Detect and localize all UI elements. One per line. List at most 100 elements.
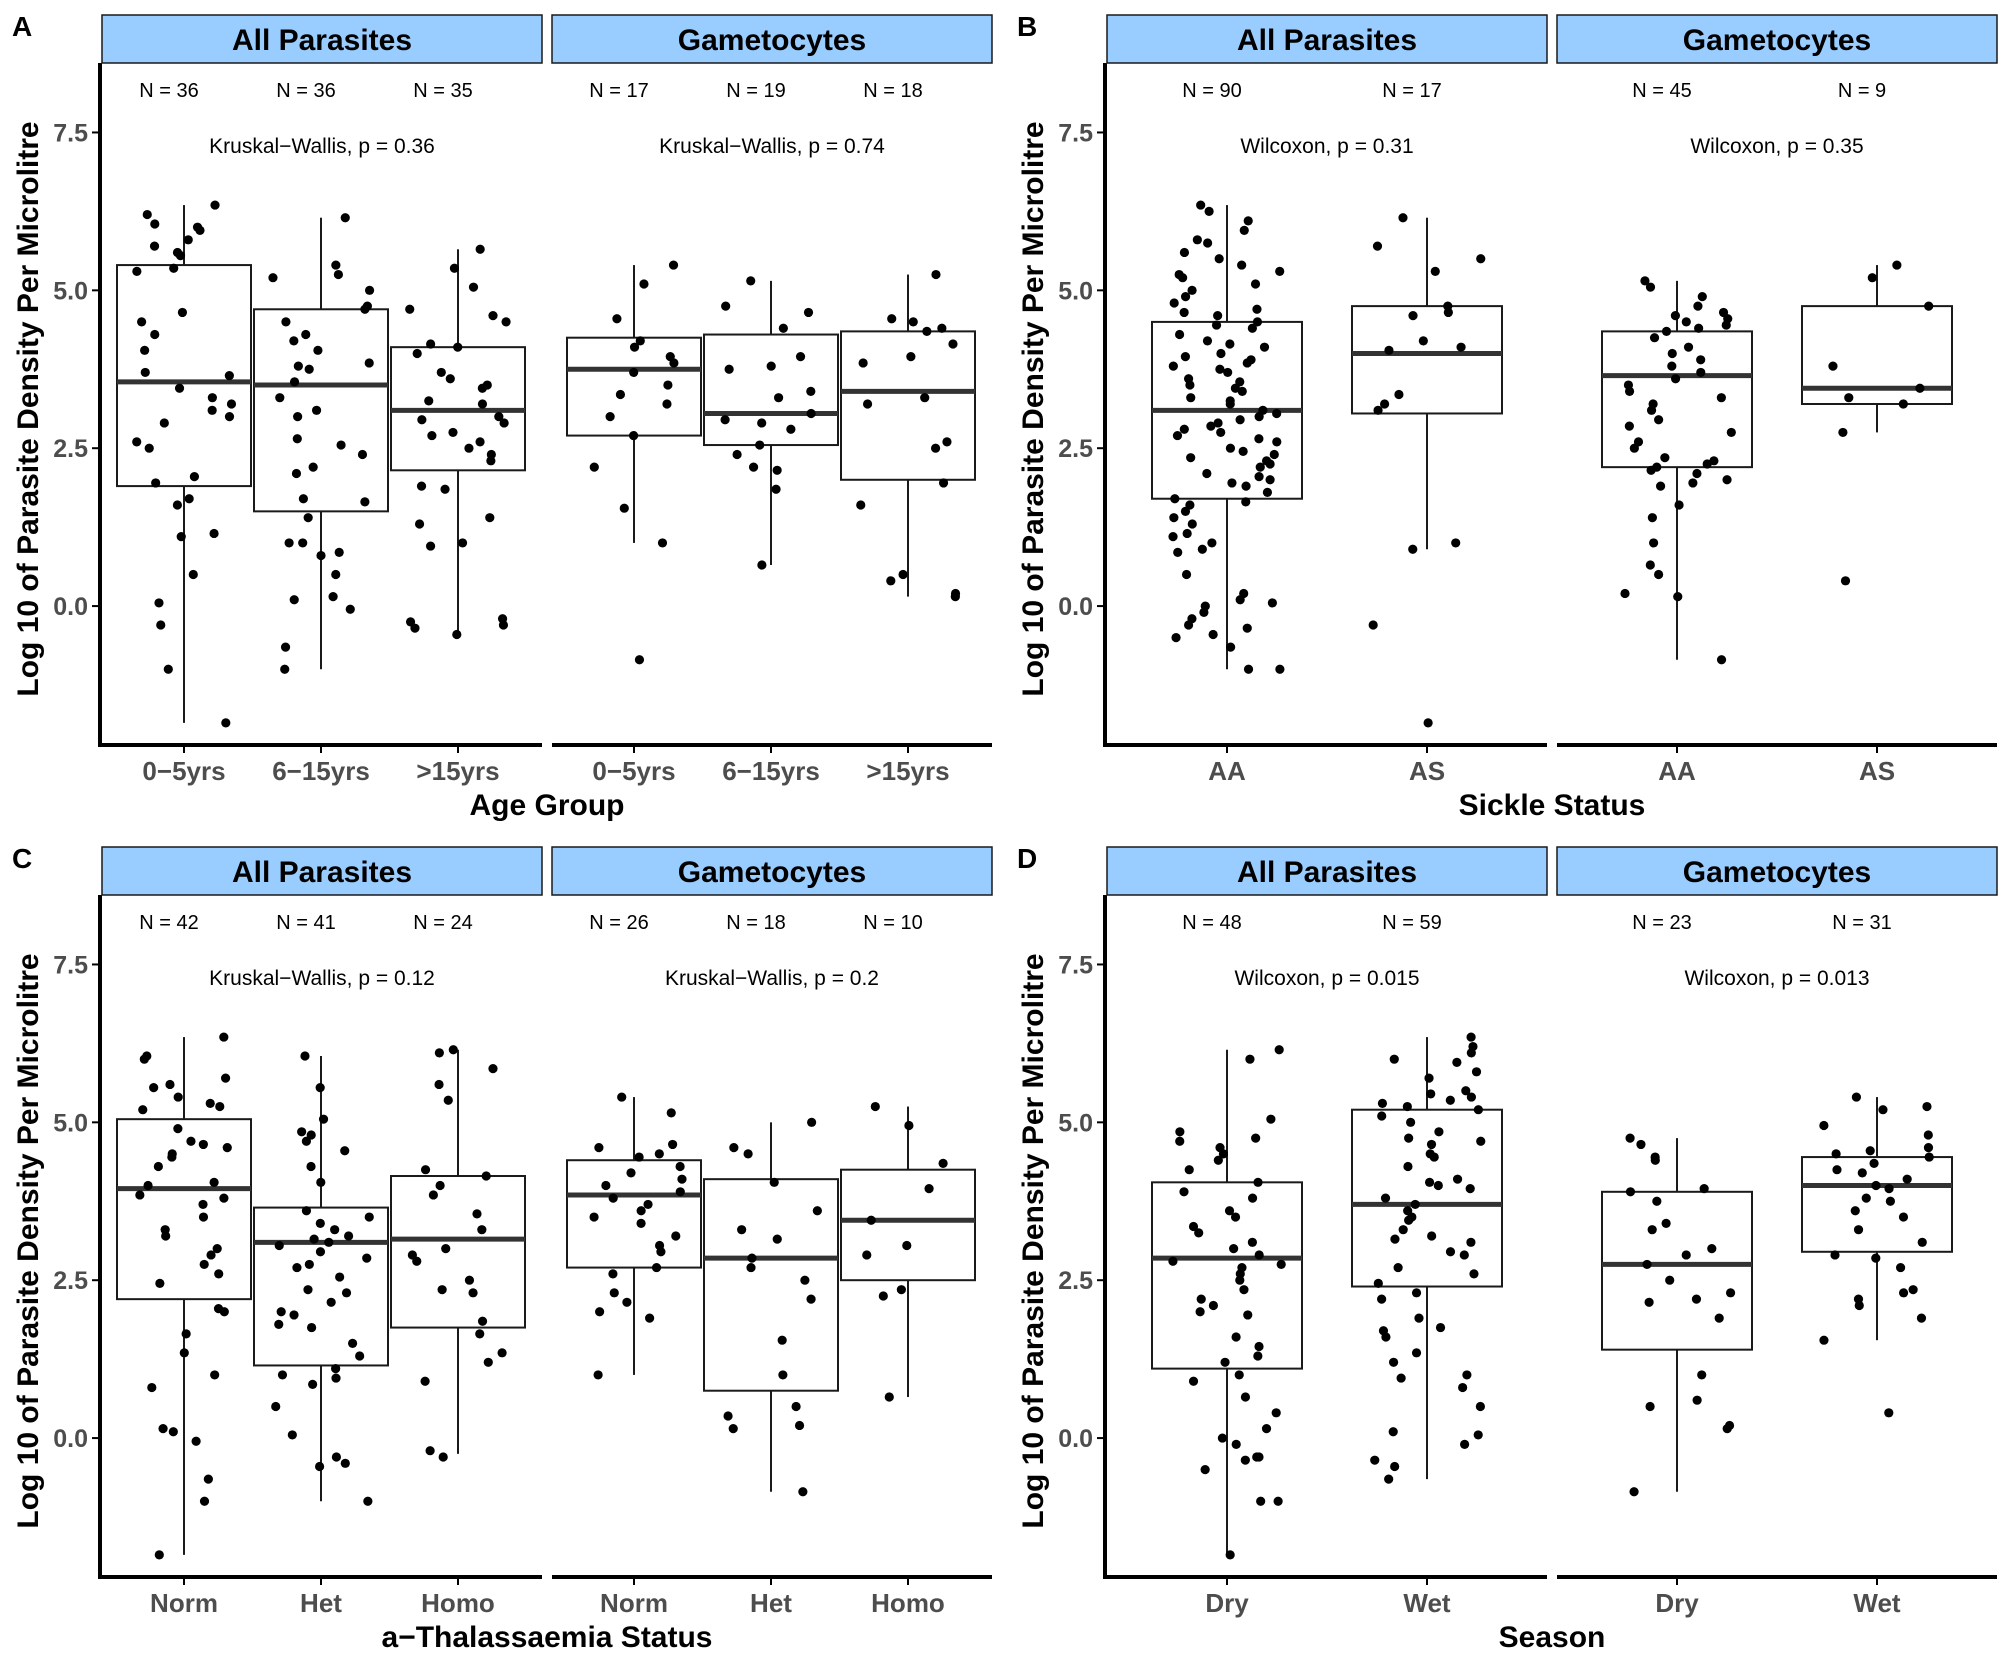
data-point [1466,1048,1476,1058]
data-point [435,1180,445,1191]
data-point [1243,664,1254,674]
data-point [1237,386,1247,396]
data-point [896,1285,906,1295]
data-point [287,1430,297,1440]
data-point [922,326,932,336]
data-point [485,513,495,523]
data-point [174,383,185,393]
data-point [1714,1313,1724,1323]
data-point [1922,1101,1932,1112]
data-point [622,1297,632,1307]
data-point [1670,310,1680,321]
data-point [420,1165,431,1175]
data-point [924,1184,934,1194]
facet-strip-label: All Parasites [1237,24,1417,57]
data-point [1624,421,1634,431]
data-point [1186,453,1196,463]
data-point [1692,468,1702,479]
data-point [1220,1357,1230,1367]
group-0: N = 26 Norm [566,912,702,1618]
data-point [412,1256,422,1266]
data-point [643,1199,653,1210]
data-point [654,1149,664,1159]
data-point [1192,235,1202,245]
n-count-label: N = 36 [276,80,335,102]
x-category-label: Het [750,1588,792,1618]
data-point [748,462,759,472]
data-point [149,1083,159,1093]
data-point [1699,1184,1709,1194]
data-point [1218,1149,1229,1159]
data-point [291,468,302,479]
data-point [313,345,323,355]
group-1: N = 17 AS [1351,80,1503,786]
data-point [1384,345,1394,355]
data-point [1247,323,1257,333]
data-point [143,1180,153,1191]
data-point [303,1285,313,1295]
data-point [360,497,370,507]
data-point [219,1307,229,1317]
data-point [626,1168,636,1178]
data-point [277,1370,288,1380]
data-point [589,462,599,472]
data-point [1683,342,1694,352]
data-point [1681,1250,1691,1260]
data-point [425,1446,435,1456]
box [253,308,389,513]
data-point [1857,1168,1867,1178]
facet-strip-label: All Parasites [232,856,412,889]
data-point [150,329,160,340]
data-point [475,1329,485,1339]
data-point [1235,377,1245,387]
data-point [1840,576,1851,586]
data-point [184,494,194,504]
data-point [1389,1054,1399,1064]
stat-test-label: Kruskal−Wallis, p = 0.12 [209,967,435,990]
data-point [942,437,952,447]
data-point [289,377,300,387]
data-point [1178,273,1188,283]
facet-all-parasites: All Parasites Wilcoxon, p = 0.015 N = 48 Dr… [1103,846,1548,1618]
facet-strip [551,14,993,64]
data-point [1661,326,1672,336]
data-point [1644,1297,1654,1307]
data-point [331,260,341,270]
data-point [315,1461,325,1472]
data-point [483,1357,493,1367]
x-category-label: Homo [421,1588,495,1618]
data-point [1645,1401,1655,1412]
data-point [1377,1111,1387,1121]
data-point [1398,213,1408,223]
panel-letter: D [1017,843,1037,874]
data-point [209,1177,219,1187]
data-point [1223,367,1233,378]
data-point [1207,538,1217,548]
data-point [1831,1149,1841,1159]
data-point [723,1411,733,1421]
data-point [1410,1199,1420,1210]
data-point [1652,1196,1662,1206]
data-point [1241,497,1251,507]
data-point [806,408,816,419]
data-point [340,1458,350,1468]
data-point [150,219,160,229]
data-point [1196,1294,1206,1304]
data-point [1693,301,1703,311]
data-point [1697,1370,1707,1380]
data-point [747,1253,757,1263]
data-point [639,279,649,289]
data-point [477,1225,487,1235]
data-point [1404,1215,1414,1225]
data-point [1665,1275,1675,1285]
data-point [605,412,615,422]
data-point [1168,532,1178,542]
data-point [1722,475,1732,485]
data-point [1898,1212,1909,1222]
data-point [1403,1206,1413,1216]
data-point [363,1496,373,1506]
data-point [657,538,668,548]
data-point [1196,200,1206,210]
